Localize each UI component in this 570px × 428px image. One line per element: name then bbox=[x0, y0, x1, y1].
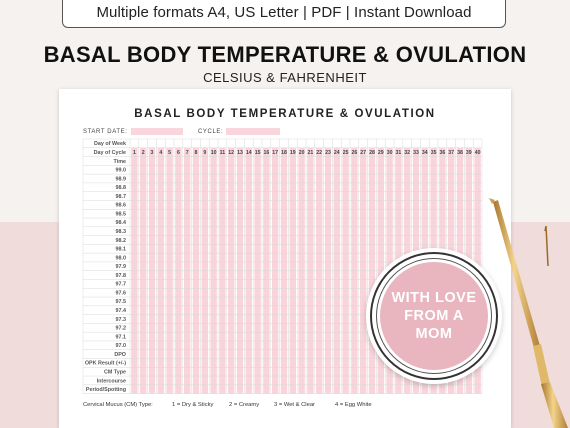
row-label: 97.1 bbox=[116, 334, 127, 340]
day-number: 6 bbox=[177, 150, 180, 156]
day-number: 11 bbox=[220, 150, 226, 156]
row-label: 99.0 bbox=[116, 168, 127, 174]
day-number: 32 bbox=[404, 150, 410, 156]
row-label: OPK Result (+/-) bbox=[85, 361, 126, 367]
day-number: 23 bbox=[325, 150, 331, 156]
row-label: DPO bbox=[114, 352, 126, 358]
row-label: 97.5 bbox=[116, 299, 127, 305]
day-number: 7 bbox=[186, 150, 189, 156]
start-date-input[interactable] bbox=[130, 128, 183, 135]
cm-legend-item: 1 = Dry & Sticky bbox=[172, 402, 214, 408]
day-number: 39 bbox=[466, 150, 472, 156]
day-number: 15 bbox=[255, 150, 261, 156]
day-number: 24 bbox=[334, 150, 340, 156]
day-number: 35 bbox=[431, 150, 437, 156]
start-date-label: START DATE: bbox=[83, 129, 128, 136]
day-number: 4 bbox=[159, 150, 162, 156]
day-number: 26 bbox=[352, 150, 358, 156]
sheet-title: BASAL BODY TEMPERATURE & OVULATION bbox=[134, 108, 436, 120]
badge-line-1: WITH LOVE bbox=[391, 290, 477, 306]
cycle-field[interactable]: CYCLE: bbox=[198, 128, 281, 136]
row-label: 97.3 bbox=[116, 317, 127, 323]
badge-inner-ring bbox=[376, 258, 492, 374]
day-number: 27 bbox=[360, 150, 366, 156]
day-number: 14 bbox=[246, 150, 252, 156]
row-label: Day of Week bbox=[94, 141, 126, 147]
day-number: 9 bbox=[203, 150, 206, 156]
row-label: CM Type bbox=[104, 369, 126, 375]
day-number: 34 bbox=[422, 150, 428, 156]
day-number: 21 bbox=[308, 150, 314, 156]
page-title: BASAL BODY TEMPERATURE & OVULATION bbox=[43, 42, 527, 67]
row-label: Intercourse bbox=[97, 378, 126, 384]
row-label: 97.8 bbox=[116, 273, 127, 279]
cycle-input[interactable] bbox=[226, 128, 281, 135]
day-number: 29 bbox=[378, 150, 384, 156]
row-label: 98.6 bbox=[116, 203, 127, 209]
cm-legend-item: 3 = Wet & Clear bbox=[274, 402, 315, 408]
day-number: 22 bbox=[316, 150, 322, 156]
day-number: 31 bbox=[396, 150, 402, 156]
formats-text: Multiple formats A4, US Letter | PDF | I… bbox=[96, 4, 472, 21]
row-label: 97.0 bbox=[116, 343, 127, 349]
row-label: 98.3 bbox=[116, 229, 127, 235]
row-label: 97.7 bbox=[116, 282, 127, 288]
gold-pen-icon bbox=[489, 198, 568, 428]
badge-outer-ring bbox=[370, 252, 498, 380]
row-label: 98.0 bbox=[116, 255, 127, 261]
cm-legend-item: 4 = Egg White bbox=[335, 402, 372, 408]
row-label: 97.4 bbox=[116, 308, 127, 314]
row-label: Day of Cycle bbox=[94, 150, 126, 156]
day-number: 37 bbox=[448, 150, 454, 156]
day-number: 16 bbox=[264, 150, 270, 156]
day-number: 25 bbox=[343, 150, 349, 156]
day-number: 2 bbox=[142, 150, 145, 156]
cycle-label: CYCLE: bbox=[198, 129, 224, 136]
day-number: 10 bbox=[211, 150, 217, 156]
day-number: 38 bbox=[457, 150, 463, 156]
row-label: Period/Spotting bbox=[86, 387, 126, 393]
day-number: 13 bbox=[237, 150, 243, 156]
row-label: 98.4 bbox=[116, 220, 127, 226]
day-number: 28 bbox=[369, 150, 375, 156]
row-label: 98.5 bbox=[116, 211, 127, 217]
day-number: 8 bbox=[195, 150, 198, 156]
day-number: 20 bbox=[299, 150, 305, 156]
day-number: 12 bbox=[228, 150, 234, 156]
row-label: 97.9 bbox=[116, 264, 127, 270]
start-date-field[interactable]: START DATE: bbox=[83, 128, 183, 135]
badge-line-2: FROM A bbox=[404, 308, 464, 324]
gift-badge: WITH LOVE FROM A MOM bbox=[366, 248, 502, 384]
badge-line-3: MOM bbox=[415, 326, 453, 342]
day-number: 40 bbox=[475, 150, 481, 156]
row-label: 98.9 bbox=[116, 176, 127, 182]
row-label: Time bbox=[114, 159, 126, 165]
day-number: 17 bbox=[272, 150, 278, 156]
row-label: 98.8 bbox=[116, 185, 127, 191]
day-number: 1 bbox=[133, 150, 136, 156]
badge-circle: WITH LOVE FROM A MOM bbox=[380, 262, 488, 370]
page-subtitle: CELSIUS & FAHRENHEIT bbox=[203, 70, 367, 85]
cm-legend-title: Cervical Mucus (CM) Type: bbox=[83, 402, 153, 408]
day-number: 5 bbox=[168, 150, 171, 156]
row-label: 97.2 bbox=[116, 326, 127, 332]
row-label: 97.6 bbox=[116, 290, 127, 296]
formats-banner: Multiple formats A4, US Letter | PDF | I… bbox=[62, 0, 506, 28]
row-label: 98.2 bbox=[116, 238, 127, 244]
day-number: 30 bbox=[387, 150, 393, 156]
day-number: 19 bbox=[290, 150, 296, 156]
day-number: 36 bbox=[440, 150, 446, 156]
day-number: 18 bbox=[281, 150, 287, 156]
row-label: 98.1 bbox=[116, 247, 127, 253]
day-number: 33 bbox=[413, 150, 419, 156]
day-number: 3 bbox=[151, 150, 154, 156]
row-label: 98.7 bbox=[116, 194, 127, 200]
cm-legend-item: 2 = Creamy bbox=[229, 402, 260, 408]
